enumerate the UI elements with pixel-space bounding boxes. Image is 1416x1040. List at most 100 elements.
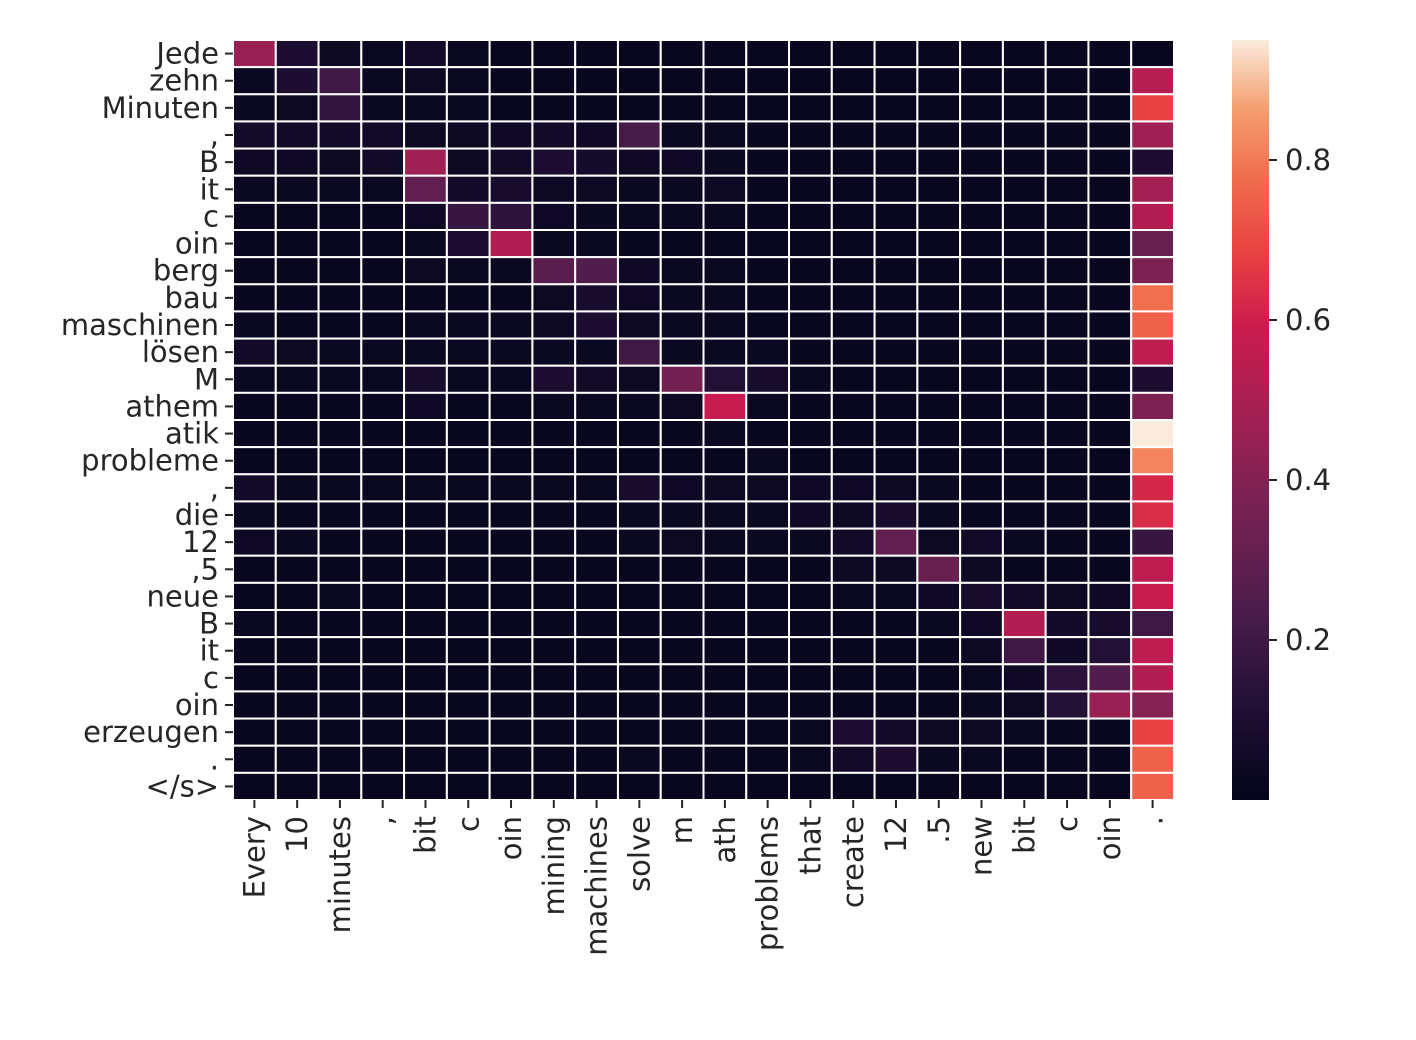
- heatmap-cell: [232, 283, 277, 313]
- heatmap-cell: [788, 256, 833, 286]
- heatmap-cell: [360, 174, 406, 204]
- heatmap-cell: [445, 283, 491, 313]
- heatmap-cell: [788, 174, 833, 204]
- heatmap-cell: [403, 256, 448, 286]
- heatmap-cell: [574, 120, 619, 150]
- heatmap-cell: [574, 527, 619, 557]
- heatmap-cell: [616, 310, 662, 340]
- heatmap-cell: [1087, 337, 1133, 367]
- heatmap-cell: [873, 229, 919, 259]
- heatmap-cell: [360, 636, 406, 666]
- heatmap-cell: [488, 717, 534, 747]
- heatmap-cell: [317, 690, 363, 720]
- x-tick-label: c: [451, 816, 485, 832]
- heatmap-cell: [745, 66, 791, 96]
- heatmap-cell: [873, 174, 919, 204]
- heatmap-cell: [360, 609, 406, 639]
- heatmap-cell: [1001, 364, 1047, 394]
- y-tick-label: M: [194, 362, 219, 396]
- heatmap-cell: [959, 256, 1004, 286]
- heatmap-cell: [317, 636, 363, 666]
- heatmap-cell: [916, 93, 962, 123]
- heatmap-cell: [1044, 663, 1090, 693]
- heatmap-cell: [1001, 446, 1047, 476]
- heatmap-cell: [916, 527, 962, 557]
- heatmap-cell: [788, 283, 833, 313]
- heatmap-cell: [574, 174, 619, 204]
- heatmap-cell: [1044, 229, 1090, 259]
- heatmap-cell: [1087, 744, 1133, 774]
- heatmap-cell: [232, 690, 277, 720]
- heatmap-cell: [873, 527, 919, 557]
- heatmap-cell: [916, 391, 962, 422]
- heatmap-cell: [1087, 473, 1133, 503]
- heatmap-cell: [788, 744, 833, 774]
- heatmap-cell: [317, 174, 363, 204]
- heatmap-cell: [1001, 527, 1047, 557]
- heatmap-cell: [702, 66, 748, 96]
- heatmap-cell: [830, 771, 876, 801]
- heatmap-cell: [873, 283, 919, 313]
- heatmap-cell: [830, 527, 876, 557]
- heatmap-cell: [531, 744, 577, 774]
- heatmap-cell: [274, 554, 320, 584]
- heatmap-cell: [488, 120, 534, 150]
- heatmap-cell: [873, 446, 919, 476]
- heatmap-cell: [616, 147, 662, 177]
- heatmap-cell: [788, 310, 833, 340]
- heatmap-cell: [1087, 310, 1133, 340]
- heatmap-cell: [445, 391, 491, 422]
- heatmap-cell: [232, 93, 277, 123]
- heatmap-cell: [360, 717, 406, 747]
- heatmap-cell: [1087, 66, 1133, 96]
- heatmap-cell: [403, 554, 448, 584]
- heatmap-cell: [360, 744, 406, 774]
- heatmap-cell: [616, 663, 662, 693]
- heatmap-cell: [574, 283, 619, 313]
- heatmap-cell: [616, 554, 662, 584]
- heatmap-cell: [274, 473, 320, 503]
- heatmap-cell: [274, 500, 320, 530]
- heatmap-cell: [232, 527, 277, 557]
- heatmap-cell: [531, 609, 577, 639]
- heatmap-cell: [1001, 120, 1047, 150]
- heatmap-cell: [1130, 283, 1176, 313]
- heatmap-cell: [574, 554, 619, 584]
- heatmap-cell: [403, 283, 448, 313]
- heatmap-cell: [873, 473, 919, 503]
- heatmap-cell: [1130, 256, 1176, 286]
- y-tick-label: berg: [153, 254, 219, 288]
- colorbar-tick-label: 0.6: [1285, 303, 1331, 337]
- heatmap-cell: [916, 744, 962, 774]
- heatmap-cell: [274, 446, 320, 476]
- heatmap-cell: [830, 581, 876, 611]
- heatmap-cell: [788, 419, 833, 449]
- heatmap-cell: [232, 229, 277, 259]
- heatmap-cell: [574, 636, 619, 666]
- heatmap-cell: [1044, 147, 1090, 177]
- heatmap-cell: [1044, 120, 1090, 150]
- heatmap-cell: [702, 147, 748, 177]
- heatmap-cell: [659, 229, 705, 259]
- heatmap-cell: [745, 717, 791, 747]
- heatmap-cell: [873, 581, 919, 611]
- heatmap-cell: [788, 771, 833, 801]
- heatmap-cell: [1044, 364, 1090, 394]
- heatmap-cell: [1001, 66, 1047, 96]
- heatmap-cell: [616, 120, 662, 150]
- heatmap-cell: [488, 663, 534, 693]
- heatmap-cell: [317, 717, 363, 747]
- heatmap-cell: [274, 174, 320, 204]
- y-tick-label: zehn: [149, 64, 219, 98]
- x-tick-label: 12: [879, 816, 913, 853]
- heatmap-cell: [317, 337, 363, 367]
- heatmap-cell: [531, 66, 577, 96]
- heatmap-cell: [616, 473, 662, 503]
- heatmap-cell: [403, 500, 448, 530]
- colorbar-gradient: [1232, 40, 1269, 800]
- heatmap-cell: [488, 229, 534, 259]
- heatmap-cell: [274, 744, 320, 774]
- heatmap-cell: [360, 310, 406, 340]
- heatmap-cell: [531, 446, 577, 476]
